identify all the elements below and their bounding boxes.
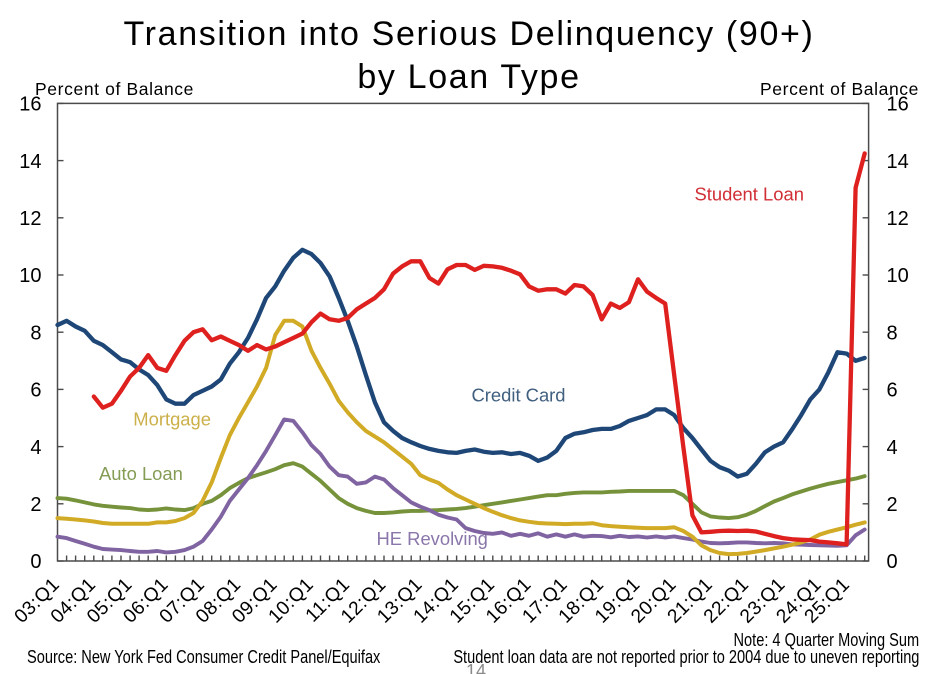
svg-text:10: 10	[19, 265, 41, 287]
svg-text:2: 2	[887, 494, 898, 516]
svg-text:HE Revolving: HE Revolving	[377, 528, 488, 549]
svg-text:Auto Loan: Auto Loan	[99, 463, 183, 484]
svg-text:14: 14	[19, 151, 41, 173]
svg-text:0: 0	[30, 551, 41, 573]
svg-text:6: 6	[30, 380, 41, 402]
svg-text:8: 8	[887, 322, 898, 344]
svg-text:0: 0	[887, 551, 898, 573]
svg-text:4: 4	[30, 437, 41, 459]
svg-text:16: 16	[19, 94, 41, 116]
svg-text:10: 10	[887, 265, 909, 287]
svg-text:4: 4	[887, 437, 898, 459]
svg-text:14: 14	[887, 151, 909, 173]
svg-text:2: 2	[30, 494, 41, 516]
svg-text:8: 8	[30, 322, 41, 344]
svg-text:Credit Card: Credit Card	[472, 384, 566, 405]
svg-text:Mortgage: Mortgage	[133, 409, 211, 430]
svg-text:6: 6	[887, 380, 898, 402]
svg-text:16: 16	[887, 94, 909, 116]
svg-text:Student Loan: Student Loan	[695, 183, 804, 204]
svg-text:12: 12	[887, 208, 909, 230]
svg-text:12: 12	[19, 208, 41, 230]
